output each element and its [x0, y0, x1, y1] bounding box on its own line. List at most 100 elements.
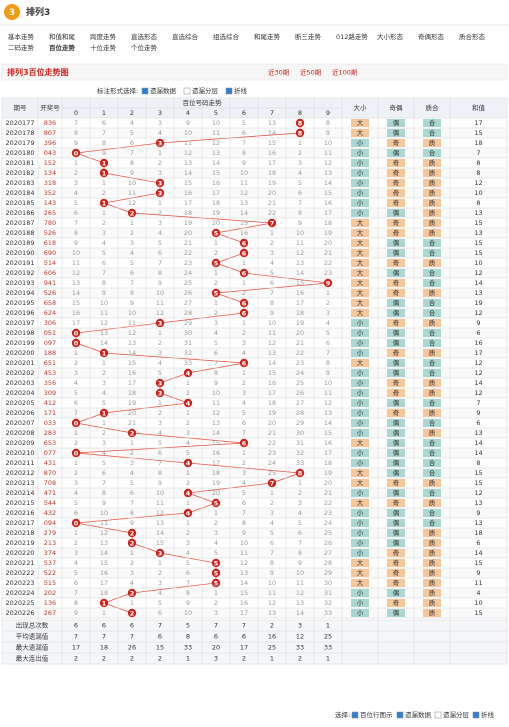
attr-cell	[351, 609, 369, 617]
miss-value: 12	[296, 589, 304, 597]
period: 2020191	[6, 259, 35, 267]
miss-value: 3	[102, 439, 106, 447]
attr-value: 质	[429, 428, 436, 437]
nav-tab[interactable]: 大小形态	[377, 32, 404, 41]
attr-value: 质	[429, 528, 436, 537]
option-label[interactable]: 遗漏分层	[192, 86, 219, 95]
miss-value: 7	[74, 119, 78, 127]
attr-value: 质	[429, 168, 436, 177]
miss-value: 6	[158, 449, 162, 457]
checkbox[interactable]	[396, 711, 404, 719]
nav-tab[interactable]: 个位走势	[131, 43, 158, 52]
nav-tab[interactable]: 断三走势	[295, 32, 322, 41]
period: 2020223	[6, 579, 35, 587]
attr-cell	[423, 139, 441, 147]
range-link[interactable]: 近30期	[268, 68, 290, 77]
miss-value: 15	[296, 279, 304, 287]
range-link[interactable]: 近50期	[300, 68, 322, 77]
nav-tab[interactable]: 基本走势	[8, 32, 35, 41]
miss-value: 9	[130, 519, 134, 527]
draw-number: 306	[44, 319, 56, 327]
miss-value: 2	[242, 329, 246, 337]
nav-tab[interactable]: 跨度走势	[90, 32, 117, 41]
miss-value: 11	[184, 139, 192, 147]
footer-option[interactable]: 百位行图示	[360, 710, 393, 719]
draw-number: 515	[44, 579, 56, 587]
row-bg	[2, 608, 507, 618]
attr-value: 小	[357, 158, 364, 167]
nav-tab[interactable]: 012路走势	[336, 32, 368, 41]
attr-cell	[351, 509, 369, 517]
miss-value: 17	[296, 299, 304, 307]
checkbox[interactable]	[225, 87, 233, 95]
checkbox[interactable]	[434, 711, 442, 719]
hit-ball	[239, 308, 249, 318]
hit-digit: 4	[186, 369, 191, 377]
attr-cell	[387, 249, 405, 257]
period: 2020215	[6, 499, 35, 507]
row-bg	[2, 328, 507, 338]
range-link[interactable]: 近100期	[332, 68, 358, 77]
attr-cell	[387, 229, 405, 237]
miss-value: 10	[128, 179, 136, 187]
miss-value: 16	[212, 449, 220, 457]
attr-value: 大	[357, 298, 364, 307]
attr-value: 质	[429, 378, 436, 387]
attr-cell	[351, 429, 369, 437]
miss-value: 13	[324, 169, 332, 177]
miss-value: 16	[268, 379, 276, 387]
stat-value: 6	[102, 622, 106, 630]
miss-value: 3	[158, 349, 162, 357]
nav-tab[interactable]: 直选形态	[131, 32, 158, 41]
nav-tab[interactable]: 和尾走势	[254, 32, 281, 41]
sum-value: 11	[474, 579, 482, 587]
attr-value: 质	[429, 578, 436, 587]
hit-digit: 2	[130, 609, 135, 617]
attr-value: 大	[357, 118, 364, 127]
nav-tab[interactable]: 十位走势	[90, 43, 117, 52]
miss-value: 2	[130, 559, 134, 567]
miss-value: 16	[72, 309, 80, 317]
option-label[interactable]: 遗漏数据	[150, 86, 177, 95]
nav-tab[interactable]: 奇偶形态	[418, 32, 445, 41]
attr-value: 小	[357, 188, 364, 197]
checkbox[interactable]	[183, 87, 191, 95]
nav-tab[interactable]: 百位走势	[49, 43, 76, 52]
attr-value: 奇	[393, 158, 400, 167]
attr-value: 小	[357, 178, 364, 187]
hit-digit: 5	[214, 259, 219, 267]
miss-value: 9	[74, 239, 78, 247]
miss-value: 5	[186, 559, 190, 567]
attr-value: 偶	[393, 458, 400, 467]
miss-value: 14	[268, 359, 276, 367]
footer-option[interactable]: 遗漏分层	[443, 710, 470, 719]
miss-value: 4	[130, 469, 134, 477]
sum-value: 10	[474, 189, 482, 197]
checkbox[interactable]	[141, 87, 149, 95]
miss-value: 2	[102, 429, 106, 437]
miss-value: 17	[324, 209, 332, 217]
miss-value: 4	[102, 449, 106, 457]
sum-value: 12	[474, 179, 482, 187]
hit-digit: 2	[130, 429, 135, 437]
nav-tab[interactable]: 质合形态	[459, 32, 486, 41]
nav-tab[interactable]: 直选综合	[172, 32, 199, 41]
period: 2020218	[6, 529, 35, 537]
footer-option[interactable]: 折线	[481, 710, 495, 719]
nav-tab[interactable]: 和值和尾	[49, 32, 76, 41]
sum-value: 17	[474, 119, 482, 127]
footer-option[interactable]: 遗漏数据	[405, 710, 432, 719]
checkbox[interactable]	[472, 711, 480, 719]
checkbox[interactable]	[351, 711, 359, 719]
attr-cell	[351, 289, 369, 297]
sum-value: 12	[474, 359, 482, 367]
nav-tab[interactable]: 组选综合	[213, 32, 240, 41]
option-label[interactable]: 折线	[234, 86, 248, 95]
attr-value: 大	[357, 238, 364, 247]
nav-tab[interactable]: 二码走势	[8, 43, 35, 52]
miss-value: 33	[184, 359, 192, 367]
hit-ball	[155, 378, 165, 388]
miss-value: 7	[102, 129, 106, 137]
attr-cell	[351, 449, 369, 457]
miss-value: 3	[158, 419, 162, 427]
